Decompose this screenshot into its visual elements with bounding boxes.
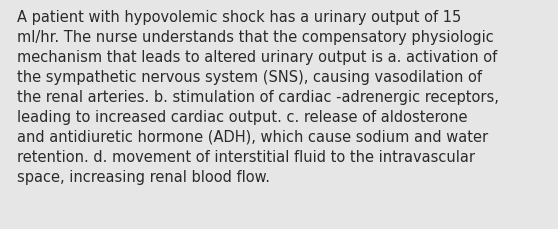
Text: A patient with hypovolemic shock has a urinary output of 15
ml/hr. The nurse und: A patient with hypovolemic shock has a u… xyxy=(17,10,499,184)
